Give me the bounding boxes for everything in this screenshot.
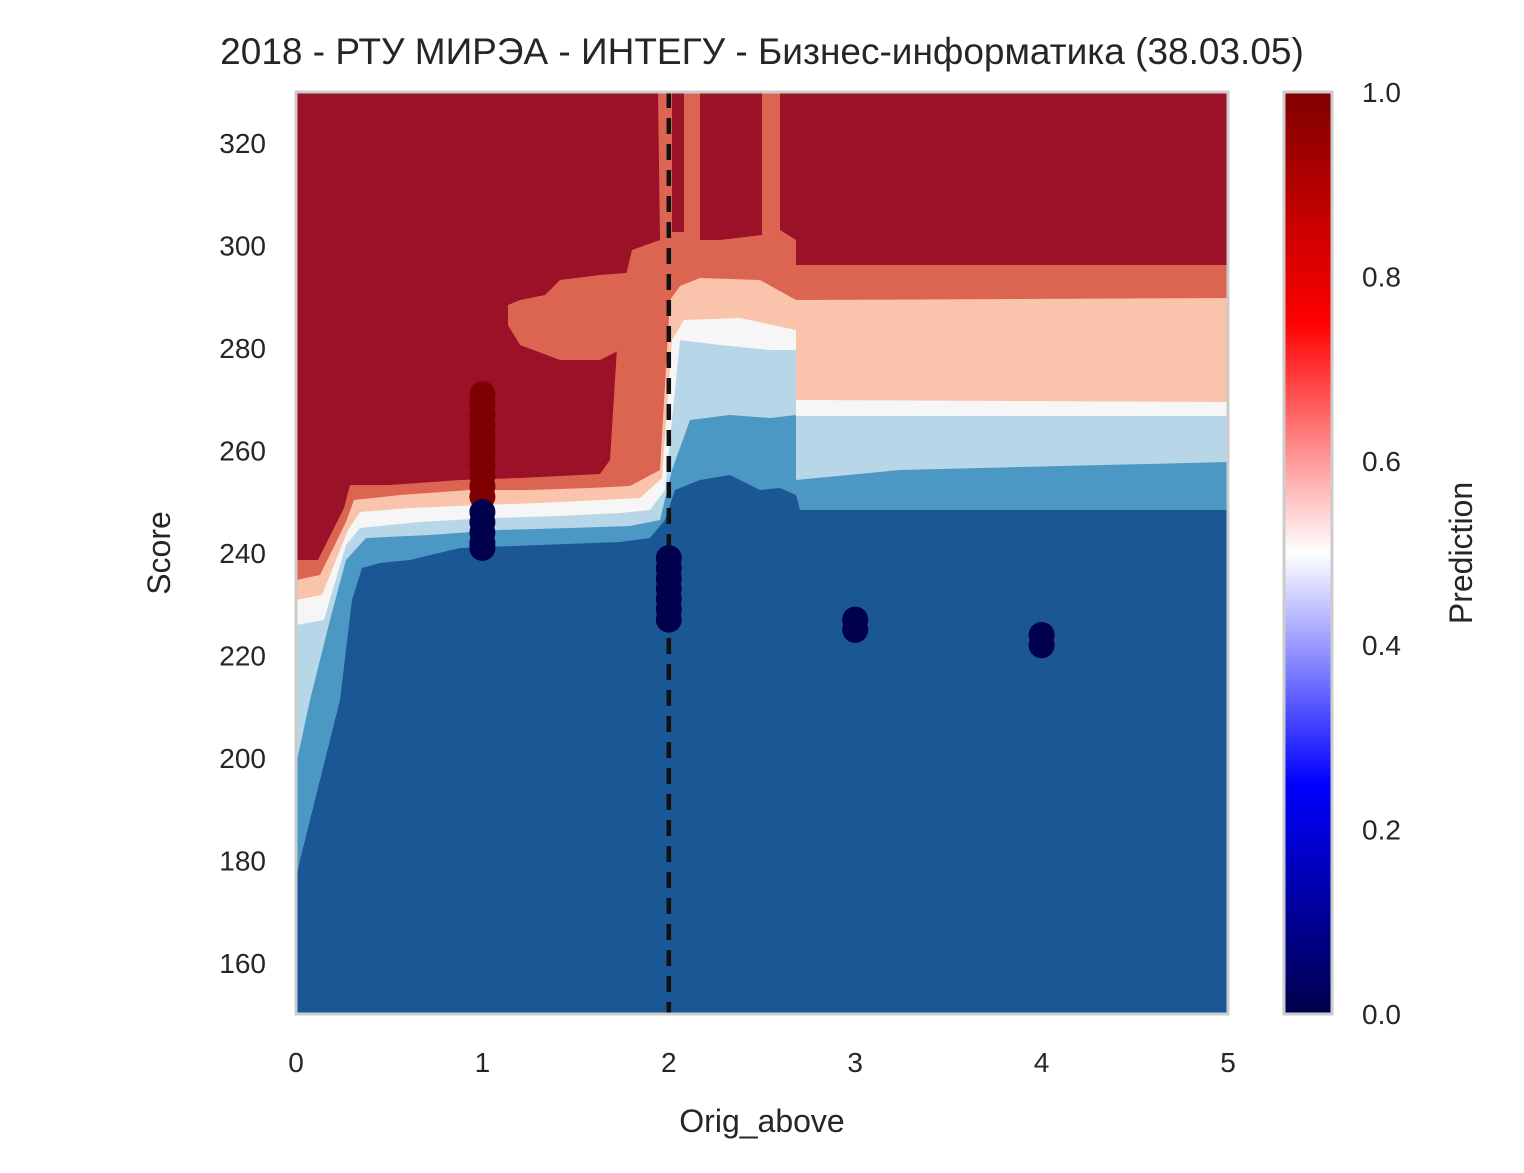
colorbar-gradient	[1284, 92, 1332, 1014]
y-axis-label: Score	[141, 511, 177, 595]
data-point-22	[655, 606, 682, 633]
data-point-26	[1028, 632, 1055, 659]
colorbar-ticks: 0.0 0.2 0.4 0.6 0.8 1.0	[1362, 77, 1401, 1030]
colorbar-tick-label-5: 1.0	[1362, 77, 1401, 108]
x-tick-label-1: 1	[475, 1047, 491, 1078]
x-tick-label-3: 3	[847, 1047, 863, 1078]
x-tick-label-4: 4	[1034, 1047, 1050, 1078]
colorbar-label: Prediction	[1443, 482, 1479, 624]
y-tick-label-8: 320	[219, 128, 266, 159]
y-tick-label-6: 280	[219, 333, 266, 364]
x-axis-ticks: 0 1 2 3 4 5	[288, 1047, 1236, 1078]
x-tick-label-2: 2	[661, 1047, 677, 1078]
y-tick-label-5: 260	[219, 436, 266, 467]
x-axis-label: Orig_above	[679, 1103, 844, 1139]
plot-frame	[294, 90, 1230, 1016]
y-tick-label-1: 180	[219, 845, 266, 876]
x-tick-label-5: 5	[1220, 1047, 1236, 1078]
chart-title: 2018 - РТУ МИРЭА - ИНТЕГУ - Бизнес-инфор…	[220, 31, 1304, 72]
contour-regions	[296, 92, 1228, 1014]
y-axis-ticks: 160 180 200 220 240 260 280 300 320	[219, 128, 266, 979]
colorbar-tick-label-0: 0.0	[1362, 999, 1401, 1030]
y-tick-label-0: 160	[219, 948, 266, 979]
y-tick-label-3: 220	[219, 640, 266, 671]
data-points	[469, 381, 1055, 659]
x-tick-label-0: 0	[288, 1047, 304, 1078]
contour-region-level-5-patch	[508, 272, 650, 360]
colorbar-tick-label-3: 0.6	[1362, 446, 1401, 477]
y-tick-label-4: 240	[219, 538, 266, 569]
colorbar: 0.0 0.2 0.4 0.6 0.8 1.0 Prediction	[1282, 77, 1479, 1030]
colorbar-tick-label-2: 0.4	[1362, 630, 1401, 661]
contour-region-level-0	[296, 475, 1228, 1014]
y-tick-label-7: 300	[219, 231, 266, 262]
plot-area	[296, 92, 1228, 1014]
data-point-24	[842, 616, 869, 643]
colorbar-frame	[1282, 90, 1334, 1016]
colorbar-tick-label-1: 0.2	[1362, 815, 1401, 846]
colorbar-tick-label-4: 0.8	[1362, 261, 1401, 292]
y-tick-label-2: 200	[219, 743, 266, 774]
data-point-15	[469, 534, 496, 561]
